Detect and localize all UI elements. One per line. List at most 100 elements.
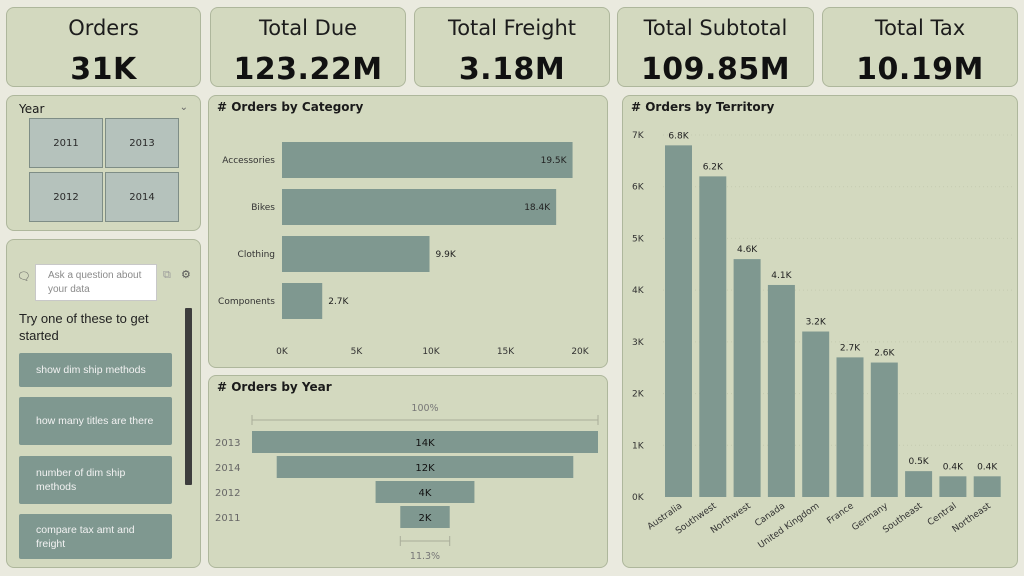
funnel-bar bbox=[276, 456, 574, 478]
y-tick-label: 2K bbox=[632, 390, 645, 400]
kpi-title: Total Freight bbox=[447, 16, 577, 40]
data-label: 19.5K bbox=[541, 156, 568, 166]
suggestion-button[interactable]: compare tax amt and freight bbox=[19, 514, 172, 559]
year-tile[interactable]: 2012 bbox=[29, 172, 103, 222]
data-label: 14K bbox=[415, 438, 435, 449]
chart-title: # Orders by Territory bbox=[631, 100, 775, 114]
slicer-title: Year bbox=[19, 102, 45, 116]
chat-icon: 🗨 bbox=[17, 270, 31, 283]
data-label: 2.7K bbox=[328, 297, 349, 307]
orders-by-category-panel: # Orders by Category 0K 5K 10K 15K 20K Access… bbox=[208, 95, 608, 368]
scrollbar[interactable] bbox=[185, 308, 192, 485]
category-label: Clothing bbox=[238, 250, 275, 260]
chevron-down-icon[interactable]: ⌄ bbox=[179, 102, 188, 113]
data-label: 0.5K bbox=[908, 457, 929, 467]
year-slicer: Year ⌄ 2011 2013 2012 2014 bbox=[6, 95, 201, 231]
y-tick-label: 1K bbox=[632, 441, 645, 451]
kpi-title: Total Subtotal bbox=[643, 16, 788, 40]
bar bbox=[282, 189, 557, 225]
gear-icon[interactable]: ⚙ bbox=[181, 268, 191, 281]
data-label: 0.4K bbox=[977, 462, 998, 472]
x-tick-label: 10K bbox=[422, 347, 440, 357]
suggestion-button[interactable]: number of dim ship methods bbox=[19, 456, 172, 504]
top-annotation: 100% bbox=[411, 403, 438, 414]
data-label: 9.9K bbox=[436, 250, 457, 260]
category-label: France bbox=[825, 501, 856, 527]
data-label: 6.2K bbox=[703, 162, 724, 172]
category-label: Southeast bbox=[881, 501, 924, 536]
data-label: 12K bbox=[415, 463, 435, 474]
funnel-bar bbox=[252, 431, 598, 453]
bar bbox=[733, 259, 761, 497]
year-tile[interactable]: 2013 bbox=[105, 118, 179, 168]
share-icon[interactable]: ⧉ bbox=[163, 268, 171, 281]
bar bbox=[282, 142, 573, 178]
bar bbox=[802, 331, 830, 497]
year-funnel-chart: 100% 2013 14K 2014 12K 2012 4K 2011 2K 11.3% bbox=[215, 403, 599, 562]
data-label: 3.2K bbox=[806, 318, 827, 328]
chart-title: # Orders by Category bbox=[217, 100, 364, 114]
year-label: 2013 bbox=[215, 438, 240, 449]
category-label: Bikes bbox=[251, 203, 275, 213]
qa-input[interactable]: Ask a question about your data bbox=[35, 264, 157, 301]
kpi-total-subtotal: Total Subtotal 109.85M bbox=[617, 7, 814, 87]
category-label: Northeast bbox=[951, 501, 994, 535]
kpi-total-due: Total Due 123.22M bbox=[210, 7, 406, 87]
chart-title: # Orders by Year bbox=[217, 380, 332, 394]
bar bbox=[870, 362, 898, 497]
x-tick-label: 0K bbox=[276, 347, 289, 357]
year-label: 2014 bbox=[215, 463, 240, 474]
data-label: 6.8K bbox=[668, 131, 689, 141]
bar bbox=[699, 176, 727, 497]
year-tile[interactable]: 2011 bbox=[29, 118, 103, 168]
y-tick-label: 4K bbox=[632, 286, 645, 296]
y-tick-label: 7K bbox=[632, 131, 645, 141]
category-label: Components bbox=[218, 297, 275, 307]
category-bar-chart: 0K 5K 10K 15K 20K Accessories 19.5K Bikes 18.4K C… bbox=[218, 142, 590, 357]
kpi-value: 31K bbox=[70, 52, 137, 87]
y-tick-label: 5K bbox=[632, 234, 645, 244]
bar bbox=[836, 357, 864, 497]
category-label: Accessories bbox=[222, 156, 275, 166]
kpi-title: Orders bbox=[68, 16, 139, 40]
bar bbox=[973, 476, 1001, 497]
kpi-total-tax: Total Tax 10.19M bbox=[822, 7, 1018, 87]
bar bbox=[282, 283, 323, 319]
kpi-title: Total Tax bbox=[874, 16, 966, 40]
x-tick-label: 20K bbox=[571, 347, 589, 357]
y-tick-label: 0K bbox=[632, 493, 645, 503]
x-tick-label: 5K bbox=[351, 347, 364, 357]
year-tile[interactable]: 2014 bbox=[105, 172, 179, 222]
kpi-value: 3.18M bbox=[458, 52, 566, 87]
bottom-annotation: 11.3% bbox=[410, 551, 440, 562]
kpi-value: 10.19M bbox=[856, 52, 984, 87]
year-label: 2012 bbox=[215, 488, 240, 499]
kpi-title: Total Due bbox=[258, 16, 358, 40]
funnel-bar bbox=[400, 506, 450, 528]
data-label: 2.6K bbox=[874, 349, 895, 359]
qa-panel: 🗨 Ask a question about your data ⧉ ⚙ Try… bbox=[6, 239, 201, 568]
year-label: 2011 bbox=[215, 513, 240, 524]
y-tick-label: 3K bbox=[632, 338, 645, 348]
data-label: 0.4K bbox=[943, 462, 964, 472]
data-label: 4K bbox=[419, 488, 432, 499]
suggestion-button[interactable]: show dim ship methods bbox=[19, 353, 172, 387]
kpi-value: 109.85M bbox=[640, 52, 791, 87]
x-tick-label: 15K bbox=[497, 347, 515, 357]
bar bbox=[767, 284, 795, 497]
bar bbox=[939, 476, 967, 497]
funnel-bar bbox=[375, 481, 475, 503]
suggestion-button[interactable]: how many titles are there bbox=[19, 397, 172, 445]
kpi-value: 123.22M bbox=[233, 52, 383, 87]
data-label: 2K bbox=[419, 513, 432, 524]
data-label: 18.4K bbox=[524, 203, 551, 213]
y-tick-label: 6K bbox=[632, 183, 645, 193]
orders-by-territory-panel: # Orders by Territory 0K 1K 2K 3K 4K 5K 6K 7K 6.… bbox=[622, 95, 1018, 568]
orders-by-year-panel: # Orders by Year 100% 2013 14K 2014 12K 2012 4… bbox=[208, 375, 608, 568]
bar bbox=[282, 236, 430, 272]
data-label: 4.6K bbox=[737, 245, 758, 255]
data-label: 2.7K bbox=[840, 343, 861, 353]
kpi-orders: Orders 31K bbox=[6, 7, 201, 87]
kpi-total-freight: Total Freight 3.18M bbox=[414, 7, 610, 87]
